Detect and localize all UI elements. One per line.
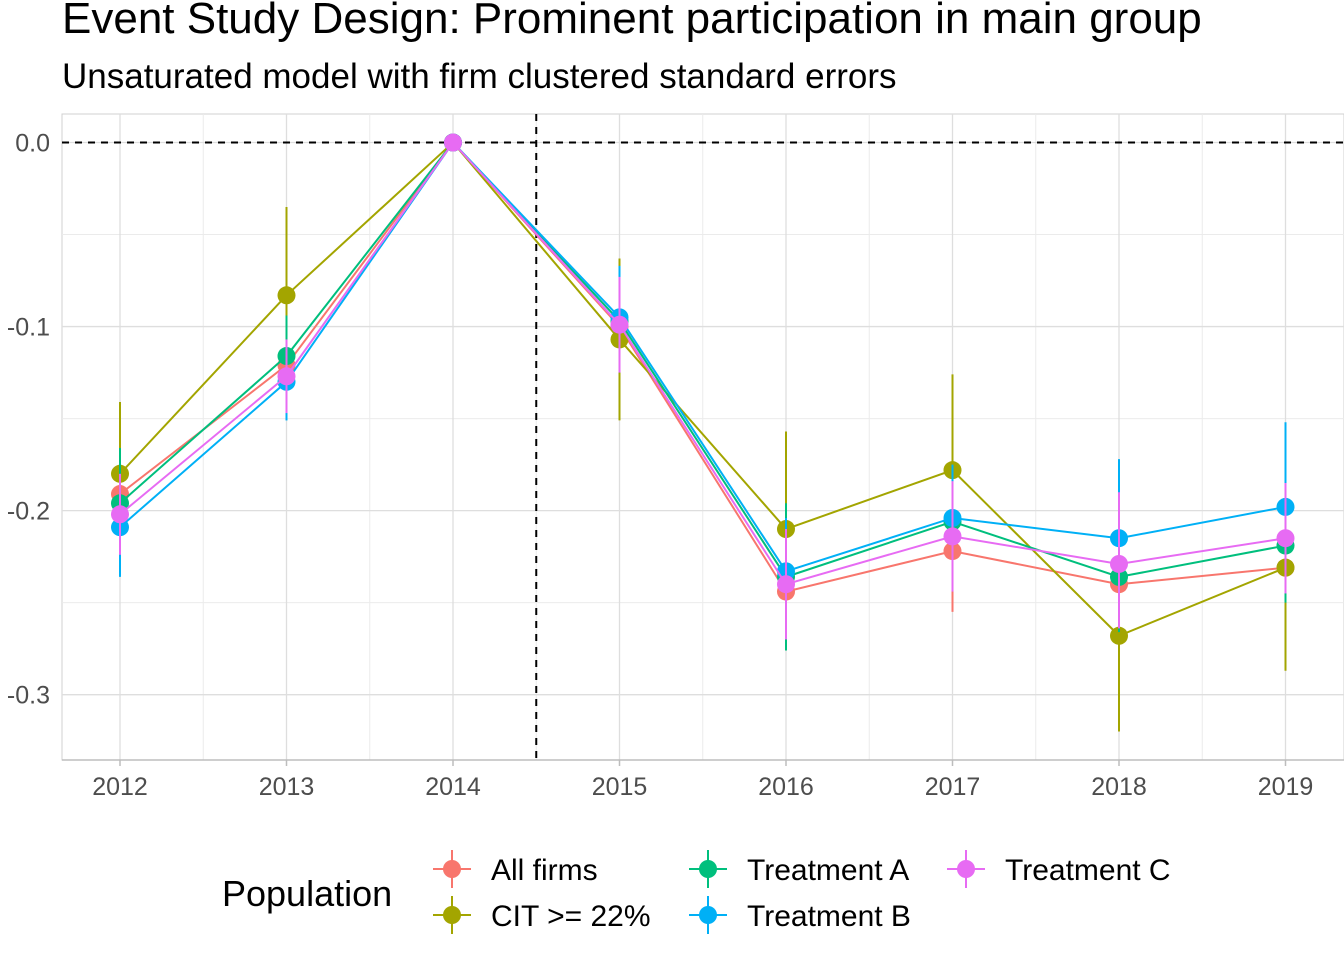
- chart-title: Event Study Design: Prominent participat…: [62, 0, 1202, 43]
- data-point: [610, 315, 629, 334]
- y-tick-label: -0.2: [7, 498, 50, 526]
- y-tick-label: -0.1: [7, 314, 50, 342]
- legend-item: All firms: [433, 850, 598, 888]
- data-point: [1276, 529, 1295, 548]
- data-point: [1110, 626, 1128, 645]
- data-point: [111, 505, 129, 524]
- series-line: [119, 141, 1286, 637]
- legend-key-point: [443, 860, 461, 878]
- chart-subtitle: Unsaturated model with firm clustered st…: [62, 57, 897, 96]
- reference-lines: [62, 114, 1344, 760]
- x-tick-label: 2019: [1258, 773, 1314, 801]
- legend-item: Treatment A: [689, 850, 909, 888]
- series-line: [119, 140, 1286, 586]
- x-tick-label: 2015: [592, 773, 648, 801]
- data-point: [277, 286, 296, 305]
- grid-lines: [62, 114, 1344, 760]
- data-point: [943, 527, 962, 546]
- x-tick-label: 2014: [425, 773, 481, 801]
- x-tick-label: 2013: [259, 773, 315, 801]
- legend-label: All firms: [491, 854, 598, 887]
- legend-item: Treatment B: [689, 896, 911, 934]
- data-point: [277, 367, 296, 386]
- legend-key-point: [443, 906, 461, 924]
- legend: Population All firms CIT >= 22% Treatment …: [222, 850, 1171, 934]
- series-line: [119, 140, 1286, 593]
- x-tick-label: 2012: [92, 773, 148, 801]
- series-line: [119, 140, 1286, 579]
- legend-key-point: [699, 860, 717, 878]
- legend-label: Treatment C: [1005, 854, 1171, 887]
- x-tick-label: 2017: [925, 773, 981, 801]
- legend-label: CIT >= 22%: [491, 900, 651, 933]
- x-tick-label: 2018: [1091, 773, 1147, 801]
- data-point: [1110, 554, 1128, 573]
- legend-label: Treatment A: [747, 854, 909, 887]
- y-tick-label: -0.3: [7, 682, 50, 710]
- legend-label: Treatment B: [747, 900, 911, 933]
- x-tick-label: 2016: [758, 773, 814, 801]
- legend-title: Population: [222, 873, 392, 914]
- series-line: [119, 140, 1286, 573]
- axes: 0.0 -0.1 -0.2 -0.3 2012 2013 2014 2015 2016 2017 2…: [7, 130, 1344, 801]
- legend-item: CIT >= 22%: [433, 896, 651, 934]
- y-tick-label: 0.0: [15, 130, 50, 158]
- legend-key-point: [699, 906, 717, 924]
- legend-item: Treatment C: [947, 850, 1171, 888]
- data-point: [777, 575, 795, 594]
- series-4: [111, 133, 1295, 640]
- data-point: [444, 133, 462, 152]
- legend-key-point: [957, 860, 975, 878]
- series-layer: [111, 133, 1295, 732]
